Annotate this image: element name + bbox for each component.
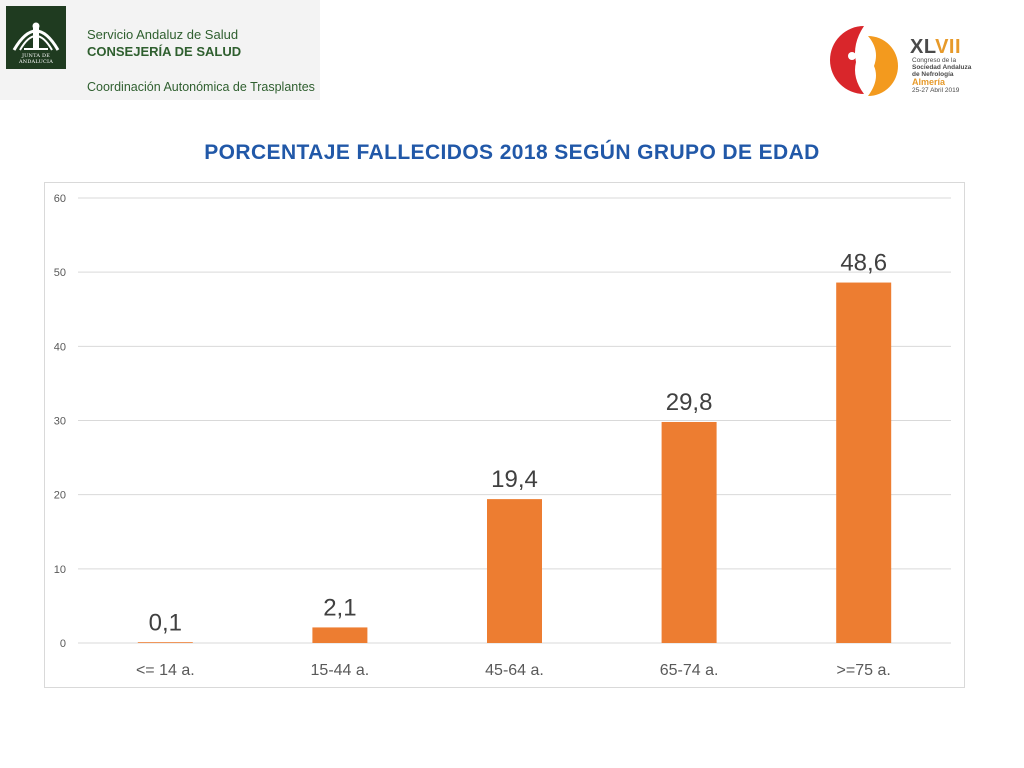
y-tick-label: 60: [54, 193, 66, 205]
chart-frame: 0 10 20 30 40 50 60 0,1 <= 14 a. 2,1 15-44 a. 19,4 4…: [44, 182, 965, 688]
congress-roman-number: XLVII: [910, 36, 962, 58]
data-label: 0,1: [149, 609, 182, 636]
congress-dates: 25-27 Abril 2019: [912, 87, 960, 94]
x-tick-label: 15-44 a.: [311, 662, 370, 679]
bar: [661, 421, 717, 643]
data-label: 29,8: [666, 389, 713, 416]
bar: [312, 627, 368, 643]
congress-line-3: de Nefrología: [912, 71, 954, 78]
y-tick-label: 20: [54, 490, 66, 502]
data-label: 2,1: [323, 594, 356, 621]
y-tick-label: 0: [60, 638, 66, 650]
org-name-consejeria: CONSEJERÍA DE SALUD: [87, 44, 242, 59]
chart-title: PORCENTAJE FALLECIDOS 2018 SEGÚN GRUPO D…: [204, 141, 820, 164]
emblem-caption: JUNTA DE ANDALUCIA: [18, 53, 54, 65]
y-tick-label: 10: [54, 564, 66, 576]
data-label: 19,4: [491, 466, 538, 493]
y-tick-label: 40: [54, 341, 66, 353]
x-tick-label: 45-64 a.: [485, 662, 544, 679]
bar: [137, 642, 193, 643]
congress-line-1: Congreso de la: [912, 57, 957, 64]
x-tick-label: 65-74 a.: [660, 662, 719, 679]
y-tick-label: 50: [54, 267, 66, 279]
congress-line-2: Sociedad Andaluza: [912, 64, 972, 71]
data-label: 48,6: [840, 250, 887, 277]
org-name-sas: Servicio Andaluz de Salud: [87, 27, 239, 42]
org-name-trasplantes: Coordinación Autonómica de Trasplantes: [87, 80, 315, 94]
x-tick-label: <= 14 a.: [136, 662, 195, 679]
header-logo-block: JUNTA DE ANDALUCIA Servicio Andaluz de S…: [0, 0, 320, 100]
junta-andalucia-emblem-icon: JUNTA DE ANDALUCIA: [6, 6, 66, 69]
congress-city: Almería: [912, 77, 946, 87]
congress-logo: XLVII Congreso de la Sociedad Andaluza d…: [822, 22, 1002, 100]
congress-kidney-icon: [830, 26, 898, 96]
y-tick-label: 30: [54, 416, 66, 428]
bar: [487, 499, 542, 643]
x-tick-label: >=75 a.: [837, 662, 891, 679]
bar: [836, 282, 892, 643]
bar-chart: 0 10 20 30 40 50 60 0,1 <= 14 a. 2,1 15-44 a. 19,4 4…: [54, 193, 951, 679]
